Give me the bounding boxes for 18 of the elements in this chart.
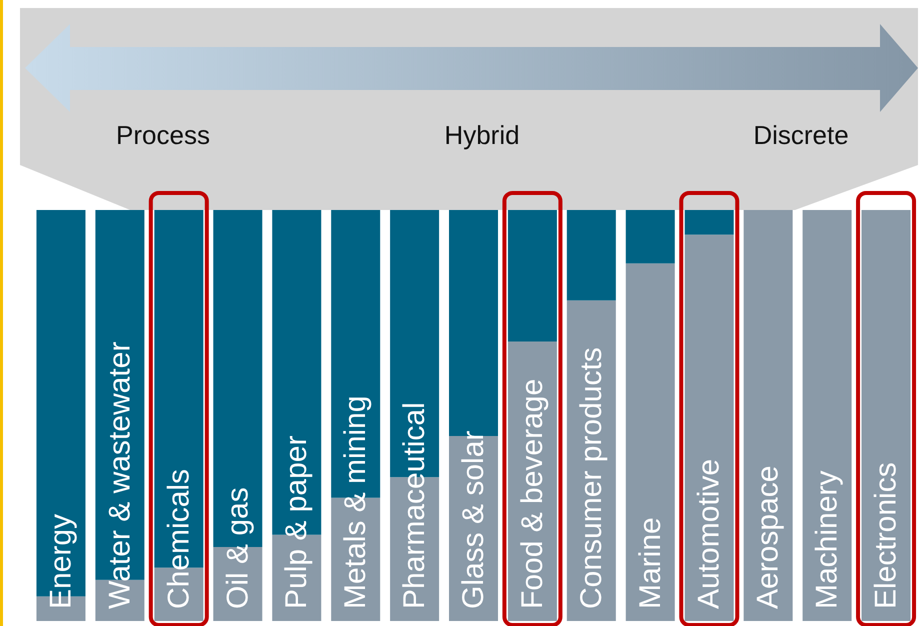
x-tick-label: Metals & mining [339,396,372,609]
x-tick-label: Energy [44,514,78,609]
x-tick-label: Electronics [870,462,903,609]
x-tick-label: Automotive [692,458,726,609]
x-tick-label: Food & beverage [516,378,549,609]
x-tick-label: Water & wastewater [103,342,136,609]
x-tick-label: Chemicals [162,468,196,609]
x-tick-label: Marine [634,517,667,609]
text: Hybrid [444,120,520,150]
x-tick-label: Aerospace [752,466,785,609]
x-tick-label: Glass & solar [457,430,490,609]
x-tick-label: Machinery [810,470,844,609]
x-tick-label: Pulp & paper [280,436,314,609]
text: Process [116,120,210,150]
text: Discrete [753,120,849,150]
x-tick-label: Oil & gas [221,487,254,609]
x-tick-label: Consumer products [574,347,608,609]
x-tick-label: Pharmaceutical [398,402,432,609]
